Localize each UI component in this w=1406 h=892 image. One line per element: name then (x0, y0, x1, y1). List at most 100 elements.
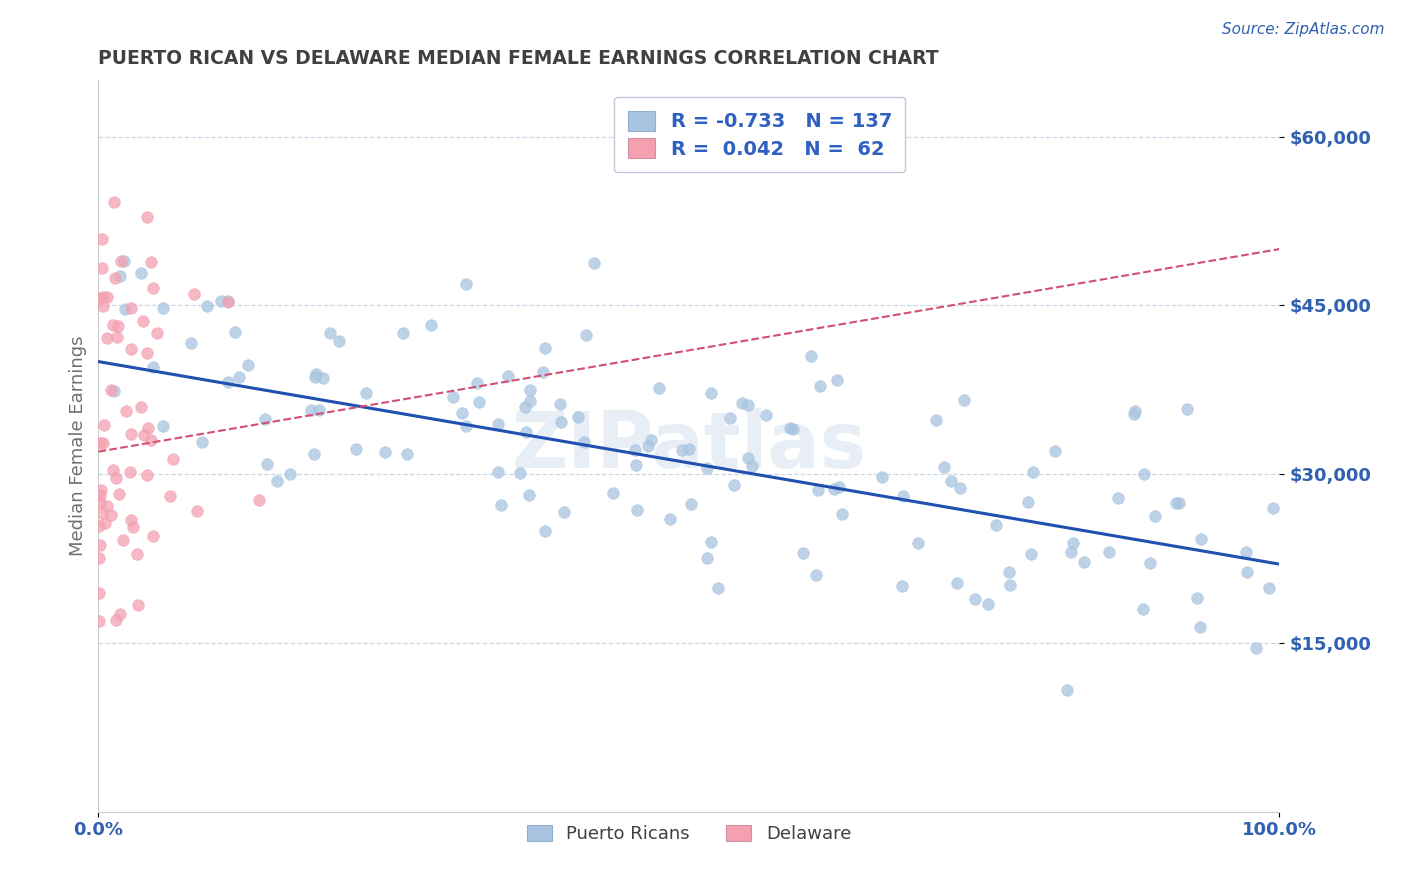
Point (548, 397, 571, 411)
Point (254, 412, 277, 426)
Point (450, 406, 472, 420)
Point (723, 478, 745, 492)
Point (737, 450, 759, 465)
Point (108, 268, 131, 283)
Y-axis label: Median Female Earnings: Median Female Earnings (69, 335, 87, 557)
Point (217, 376, 239, 390)
Point (93, 436, 115, 450)
Point (93, 417, 115, 432)
Point (186, 503, 208, 517)
Point (1056, 683, 1078, 698)
Point (392, 326, 415, 340)
Point (94, 516, 117, 530)
Point (1073, 555, 1095, 569)
Point (256, 457, 278, 471)
Point (224, 325, 246, 339)
Point (103, 384, 125, 399)
Point (515, 425, 537, 439)
Point (114, 301, 136, 316)
Point (96, 500, 118, 514)
Point (308, 403, 330, 417)
Point (108, 607, 131, 621)
Point (121, 520, 143, 534)
Point (209, 293, 232, 308)
Point (91, 232, 114, 246)
Point (637, 439, 659, 453)
Point (731, 395, 754, 409)
Point (1022, 465, 1045, 479)
Point (142, 529, 165, 543)
Point (135, 210, 157, 224)
Point (91, 506, 114, 520)
Point (96, 331, 118, 345)
Point (125, 547, 148, 561)
Point (90, 260, 112, 275)
Point (152, 419, 174, 434)
Point (456, 419, 478, 434)
Point (489, 498, 512, 512)
Point (550, 415, 572, 429)
Point (135, 468, 157, 483)
Point (700, 385, 723, 400)
Point (953, 392, 976, 407)
Point (1189, 532, 1212, 546)
Point (582, 255, 605, 269)
Point (828, 480, 851, 494)
Point (105, 471, 128, 485)
Point (513, 400, 536, 414)
Point (1234, 545, 1257, 559)
Point (374, 445, 396, 459)
Point (183, 286, 205, 301)
Point (87, 518, 110, 533)
Point (136, 421, 159, 435)
Point (800, 349, 823, 363)
Point (679, 496, 702, 510)
Point (534, 524, 557, 538)
Point (89, 488, 111, 502)
Point (678, 442, 700, 456)
Point (134, 428, 156, 442)
Point (136, 346, 159, 360)
Point (162, 452, 184, 467)
Point (104, 613, 127, 627)
Point (998, 578, 1021, 592)
Point (89, 586, 111, 600)
Point (891, 579, 914, 593)
Point (100, 383, 122, 397)
Point (142, 281, 165, 295)
Point (103, 195, 125, 210)
Point (112, 253, 135, 268)
Point (217, 293, 239, 308)
Point (486, 465, 509, 479)
Point (519, 394, 541, 409)
Point (696, 551, 718, 566)
Point (217, 294, 239, 309)
Point (419, 318, 441, 332)
Point (115, 404, 138, 418)
Point (648, 381, 671, 395)
Point (825, 373, 848, 387)
Point (949, 481, 972, 495)
Point (90, 483, 112, 497)
Point (319, 326, 342, 340)
Point (986, 517, 1008, 532)
Point (396, 447, 419, 461)
Point (311, 371, 333, 385)
Point (236, 358, 259, 372)
Point (129, 401, 152, 415)
Point (946, 575, 969, 590)
Point (110, 253, 132, 268)
Point (354, 386, 377, 401)
Point (278, 467, 301, 481)
Point (456, 277, 478, 292)
Point (127, 598, 149, 612)
Point (120, 343, 142, 357)
Point (1017, 495, 1039, 509)
Point (602, 486, 624, 500)
Point (1168, 496, 1191, 510)
Point (266, 474, 288, 488)
Point (129, 266, 152, 280)
Point (100, 508, 122, 523)
Point (1107, 491, 1129, 506)
Point (1258, 582, 1281, 596)
